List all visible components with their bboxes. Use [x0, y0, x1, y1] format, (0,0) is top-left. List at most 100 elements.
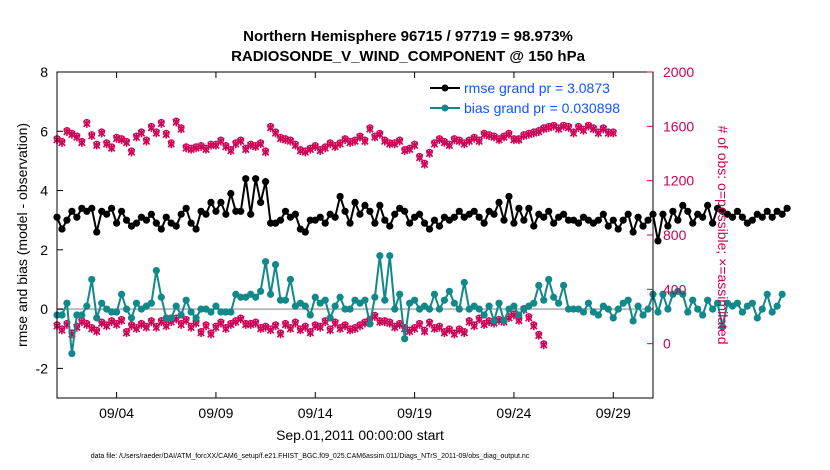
y-right-tick-label: 2000 [663, 64, 694, 80]
y-right-tick-label: 400 [663, 281, 687, 297]
rmse-point [758, 213, 766, 221]
rmse-point [455, 207, 463, 215]
rmse-point [679, 201, 687, 209]
obs-assimilated-point [227, 146, 235, 155]
bias-point [564, 305, 573, 313]
bias-point [609, 314, 617, 322]
bias-point [381, 296, 389, 304]
bias-point [718, 323, 727, 331]
rmse-point [152, 219, 160, 227]
obs-assimilated-point [127, 321, 136, 331]
obs-assimilated-point [78, 138, 86, 147]
rmse-point [699, 213, 707, 221]
rmse-point [371, 219, 379, 227]
bias-point [495, 299, 503, 307]
bias-point [689, 296, 697, 304]
bias-point [252, 293, 260, 301]
rmse-point [257, 198, 265, 206]
bias-point [634, 302, 642, 310]
bias-point [172, 302, 180, 310]
rmse-point [391, 210, 399, 218]
x-tick-label: 09/29 [596, 405, 631, 421]
obs-assimilated-point [574, 123, 583, 132]
obs-assimilated-point [390, 139, 399, 149]
bias-point [480, 311, 488, 319]
obs-assimilated-point [470, 321, 478, 331]
rmse-point [252, 175, 260, 183]
rmse-point [346, 219, 354, 227]
obs-assimilated-point [197, 142, 205, 151]
obs-assimilated-point [237, 137, 245, 146]
obs-assimilated-point [162, 130, 171, 139]
bias-point [510, 302, 518, 310]
x-tick-label: 09/14 [298, 405, 333, 421]
bias-point [58, 311, 66, 319]
x-tick-label: 09/04 [99, 405, 134, 421]
bias-point [639, 311, 647, 319]
bias-point [162, 314, 170, 322]
bias-point [331, 302, 339, 310]
obs-assimilated-point [584, 122, 593, 131]
bias-point [83, 302, 91, 310]
bias-point [376, 252, 384, 260]
bias-point [460, 278, 468, 287]
bias-point [93, 314, 101, 322]
obs-assimilated-point [535, 331, 543, 340]
rmse-point [674, 216, 682, 224]
bias-point [445, 287, 453, 295]
rmse-point [172, 222, 180, 230]
rmse-point [187, 219, 195, 227]
rmse-point [276, 216, 285, 224]
rmse-point [113, 219, 121, 227]
bias-point [545, 275, 553, 284]
obs-assimilated-point [554, 124, 563, 134]
bias-point [182, 296, 190, 304]
bias-point [555, 299, 563, 307]
rmse-point [594, 216, 602, 224]
bias-point [614, 305, 622, 313]
bias-point [629, 317, 637, 325]
bias-point [281, 296, 290, 304]
bias-point [604, 305, 612, 313]
bias-point [758, 305, 766, 313]
obs-assimilated-point [371, 133, 379, 142]
rmse-point [738, 213, 747, 221]
rmse-point [351, 198, 359, 206]
obs-assimilated-point [425, 149, 434, 158]
bias-point [366, 320, 374, 328]
bias-point [361, 296, 369, 304]
bias-point [371, 293, 379, 301]
bias-point [485, 302, 493, 310]
rmse-point [336, 192, 344, 201]
obs-assimilated-point [331, 142, 339, 151]
bias-point [535, 281, 543, 289]
y-right-tick-label: 0 [663, 336, 671, 352]
obs-assimilated-point [127, 147, 136, 157]
obs-assimilated-point [455, 137, 464, 146]
rmse-point [217, 198, 225, 206]
bias-point [386, 252, 394, 260]
bias-point [271, 261, 280, 269]
y-right-tick-label: 1200 [663, 173, 694, 189]
y-tick-label: 2 [40, 242, 48, 258]
bias-point [63, 299, 71, 307]
obs-assimilated-point [107, 317, 116, 327]
bias-point [78, 311, 86, 319]
obs-assimilated-point [480, 320, 488, 329]
chart-subtitle: RADIOSONDE_V_WIND_COMPONENT @ 150 hPa [231, 48, 586, 65]
bias-point [440, 296, 448, 304]
rmse-point [366, 207, 374, 215]
bias-point [117, 290, 126, 298]
bias-point [167, 314, 175, 322]
bias-point [88, 275, 96, 284]
bias-point [560, 281, 568, 289]
obs-assimilated-point [535, 127, 543, 136]
bias-point [515, 311, 523, 319]
obs-assimilated-point [137, 320, 146, 329]
rmse-point [291, 210, 299, 218]
rmse-point [704, 201, 712, 209]
rmse-point [222, 210, 230, 218]
bias-point [704, 296, 712, 304]
rmse-point [664, 222, 672, 230]
legend-bias-label: bias grand pr = 0.030898 [464, 100, 620, 116]
